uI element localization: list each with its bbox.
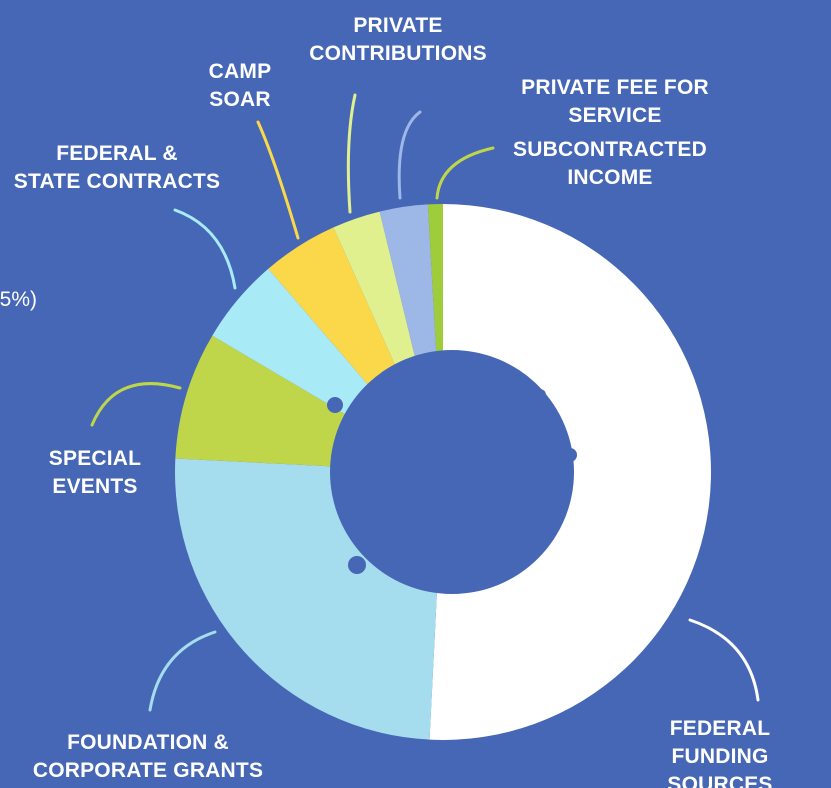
annotation: 25%) (0, 288, 38, 311)
leader-line (397, 110, 422, 200)
slice-label: SPECIAL EVENTS (48, 447, 142, 498)
leader-line (346, 93, 357, 214)
leader-line (173, 208, 237, 290)
slice-label: PRIVATE FEE FOR SERVICE (521, 76, 709, 127)
leader-line (90, 382, 182, 427)
leader-line (148, 630, 217, 712)
slice-label: CAMP SOAR (208, 60, 272, 111)
slice-label: FEDERAL & STATE CONTRACTS (13, 142, 221, 193)
splatter (327, 397, 343, 413)
slice-label: FEDERAL FUNDING SOURCES (667, 717, 773, 788)
leader-line (256, 120, 300, 240)
leader-line (435, 146, 495, 200)
splatter (348, 556, 366, 574)
splatter (534, 389, 546, 401)
slice-label: SUBCONTRACTED INCOME (513, 138, 707, 189)
slice-label: FOUNDATION & CORPORATE GRANTS (32, 731, 264, 782)
donut-hole (330, 350, 574, 594)
slice-label: PRIVATE CONTRIBUTIONS (309, 14, 487, 65)
splatter (563, 448, 577, 462)
leader-line (688, 618, 760, 702)
